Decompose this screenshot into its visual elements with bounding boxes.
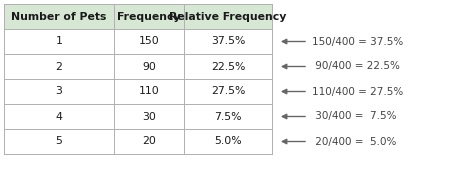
Text: 2: 2 (55, 61, 63, 72)
Text: 30: 30 (142, 112, 156, 121)
FancyBboxPatch shape (4, 54, 272, 79)
FancyBboxPatch shape (4, 29, 272, 54)
Text: Number of Pets: Number of Pets (11, 12, 107, 21)
Text: 5: 5 (55, 136, 63, 147)
Text: 110/400 = 27.5%: 110/400 = 27.5% (312, 87, 403, 96)
FancyBboxPatch shape (4, 4, 272, 29)
Text: 27.5%: 27.5% (211, 87, 245, 96)
Text: 150/400 = 37.5%: 150/400 = 37.5% (312, 36, 403, 47)
FancyBboxPatch shape (4, 79, 272, 104)
FancyBboxPatch shape (4, 129, 272, 154)
Text: 30/400 =  7.5%: 30/400 = 7.5% (312, 112, 396, 121)
Text: 90/400 = 22.5%: 90/400 = 22.5% (312, 61, 400, 72)
Text: 7.5%: 7.5% (214, 112, 242, 121)
Text: 150: 150 (138, 36, 159, 47)
Text: 20: 20 (142, 136, 156, 147)
Text: 3: 3 (55, 87, 63, 96)
Text: Frequency: Frequency (117, 12, 181, 21)
Text: 20/400 =  5.0%: 20/400 = 5.0% (312, 136, 396, 147)
FancyBboxPatch shape (4, 104, 272, 129)
Text: 4: 4 (55, 112, 63, 121)
Text: 110: 110 (138, 87, 159, 96)
Text: Relative Frequency: Relative Frequency (169, 12, 287, 21)
Text: 90: 90 (142, 61, 156, 72)
Text: 5.0%: 5.0% (214, 136, 242, 147)
Text: 37.5%: 37.5% (211, 36, 245, 47)
Text: 22.5%: 22.5% (211, 61, 245, 72)
Text: 1: 1 (55, 36, 63, 47)
